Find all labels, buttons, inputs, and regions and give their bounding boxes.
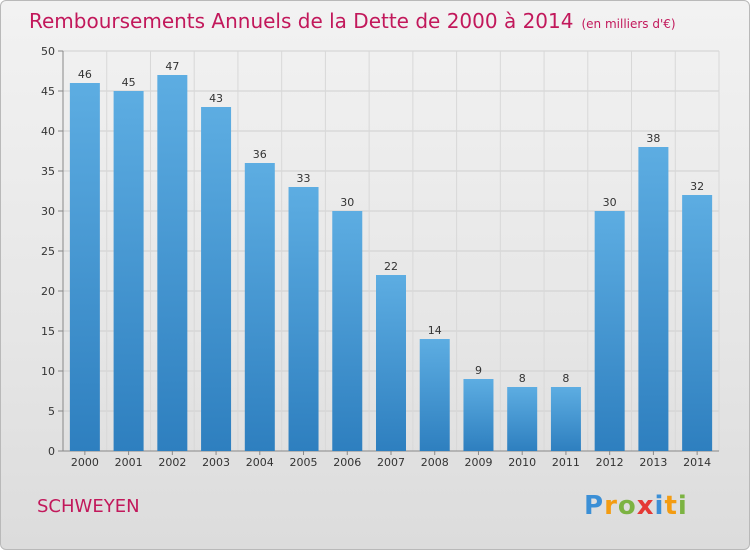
bar xyxy=(507,387,538,451)
bar-value-label: 8 xyxy=(562,372,569,385)
logo-letter: r xyxy=(604,491,618,521)
x-tick-label: 2000 xyxy=(71,456,99,469)
y-tick-label: 30 xyxy=(41,205,55,218)
x-tick-label: 2007 xyxy=(377,456,405,469)
bar xyxy=(638,147,669,451)
x-tick-label: 2002 xyxy=(158,456,186,469)
bar-value-label: 9 xyxy=(475,364,482,377)
bar xyxy=(682,195,713,451)
bar xyxy=(332,211,363,451)
bar-value-label: 8 xyxy=(519,372,526,385)
bar xyxy=(463,379,494,451)
x-tick-label: 2014 xyxy=(683,456,711,469)
bar xyxy=(419,339,450,451)
y-tick-label: 10 xyxy=(41,365,55,378)
x-tick-label: 2008 xyxy=(421,456,449,469)
title-unit: (en milliers d'€) xyxy=(581,17,676,31)
x-tick-label: 2005 xyxy=(290,456,318,469)
logo-letter: t xyxy=(664,491,678,521)
bar-value-labels: 46 45 47 43 36 33 30 22 14 9 8 8 30 38 32 xyxy=(78,60,704,385)
chart-title: Remboursements Annuels de la Dette de 20… xyxy=(29,9,676,33)
bar-value-label: 38 xyxy=(646,132,660,145)
bar-value-label: 22 xyxy=(384,260,398,273)
bars xyxy=(69,75,713,451)
logo-letter: x xyxy=(636,491,655,521)
bar xyxy=(69,83,100,451)
x-tick-label: 2012 xyxy=(596,456,624,469)
bar xyxy=(113,91,144,451)
bar-value-label: 47 xyxy=(165,60,179,73)
y-tick-label: 50 xyxy=(41,45,55,58)
y-tick-label: 5 xyxy=(48,405,55,418)
bar-value-label: 36 xyxy=(253,148,267,161)
logo-letter: i xyxy=(654,491,665,521)
bar-value-label: 46 xyxy=(78,68,92,81)
bar-value-label: 43 xyxy=(209,92,223,105)
proxiti-logo: Proxiti xyxy=(584,491,688,521)
bar-value-label: 14 xyxy=(428,324,442,337)
bar xyxy=(550,387,581,451)
bar-value-label: 45 xyxy=(122,76,136,89)
bar-value-label: 30 xyxy=(603,196,617,209)
bar xyxy=(201,107,232,451)
y-tick-label: 0 xyxy=(48,445,55,458)
bar xyxy=(288,187,319,451)
y-tick-label: 35 xyxy=(41,165,55,178)
x-tick-label: 2004 xyxy=(246,456,274,469)
x-tick-label: 2001 xyxy=(115,456,143,469)
x-tick-label: 2011 xyxy=(552,456,580,469)
bar xyxy=(157,75,188,451)
x-tick-label: 2003 xyxy=(202,456,230,469)
x-tick-label: 2013 xyxy=(639,456,667,469)
y-tick-labels: 0 5 10 15 20 25 30 35 40 45 50 xyxy=(41,45,55,458)
bar xyxy=(594,211,625,451)
title-text: Remboursements Annuels de la Dette de 20… xyxy=(29,9,574,33)
logo-letter: P xyxy=(584,491,605,521)
commune-name: SCHWEYEN xyxy=(37,496,140,517)
y-tick-label: 45 xyxy=(41,85,55,98)
x-tick-labels: 2000 2001 2002 2003 2004 2005 2006 2007 2008 2009… xyxy=(71,456,711,469)
bar-value-label: 30 xyxy=(340,196,354,209)
x-tick-label: 2006 xyxy=(333,456,361,469)
x-tick-label: 2010 xyxy=(508,456,536,469)
bar-value-label: 32 xyxy=(690,180,704,193)
y-tick-label: 40 xyxy=(41,125,55,138)
bar-value-label: 33 xyxy=(297,172,311,185)
logo-letter: o xyxy=(617,491,637,521)
bar xyxy=(376,275,406,451)
y-tick-label: 25 xyxy=(41,245,55,258)
y-tick-label: 20 xyxy=(41,285,55,298)
y-tick-label: 15 xyxy=(41,325,55,338)
logo-letter: i xyxy=(677,491,688,521)
bar xyxy=(244,163,275,451)
x-tick-label: 2009 xyxy=(464,456,492,469)
